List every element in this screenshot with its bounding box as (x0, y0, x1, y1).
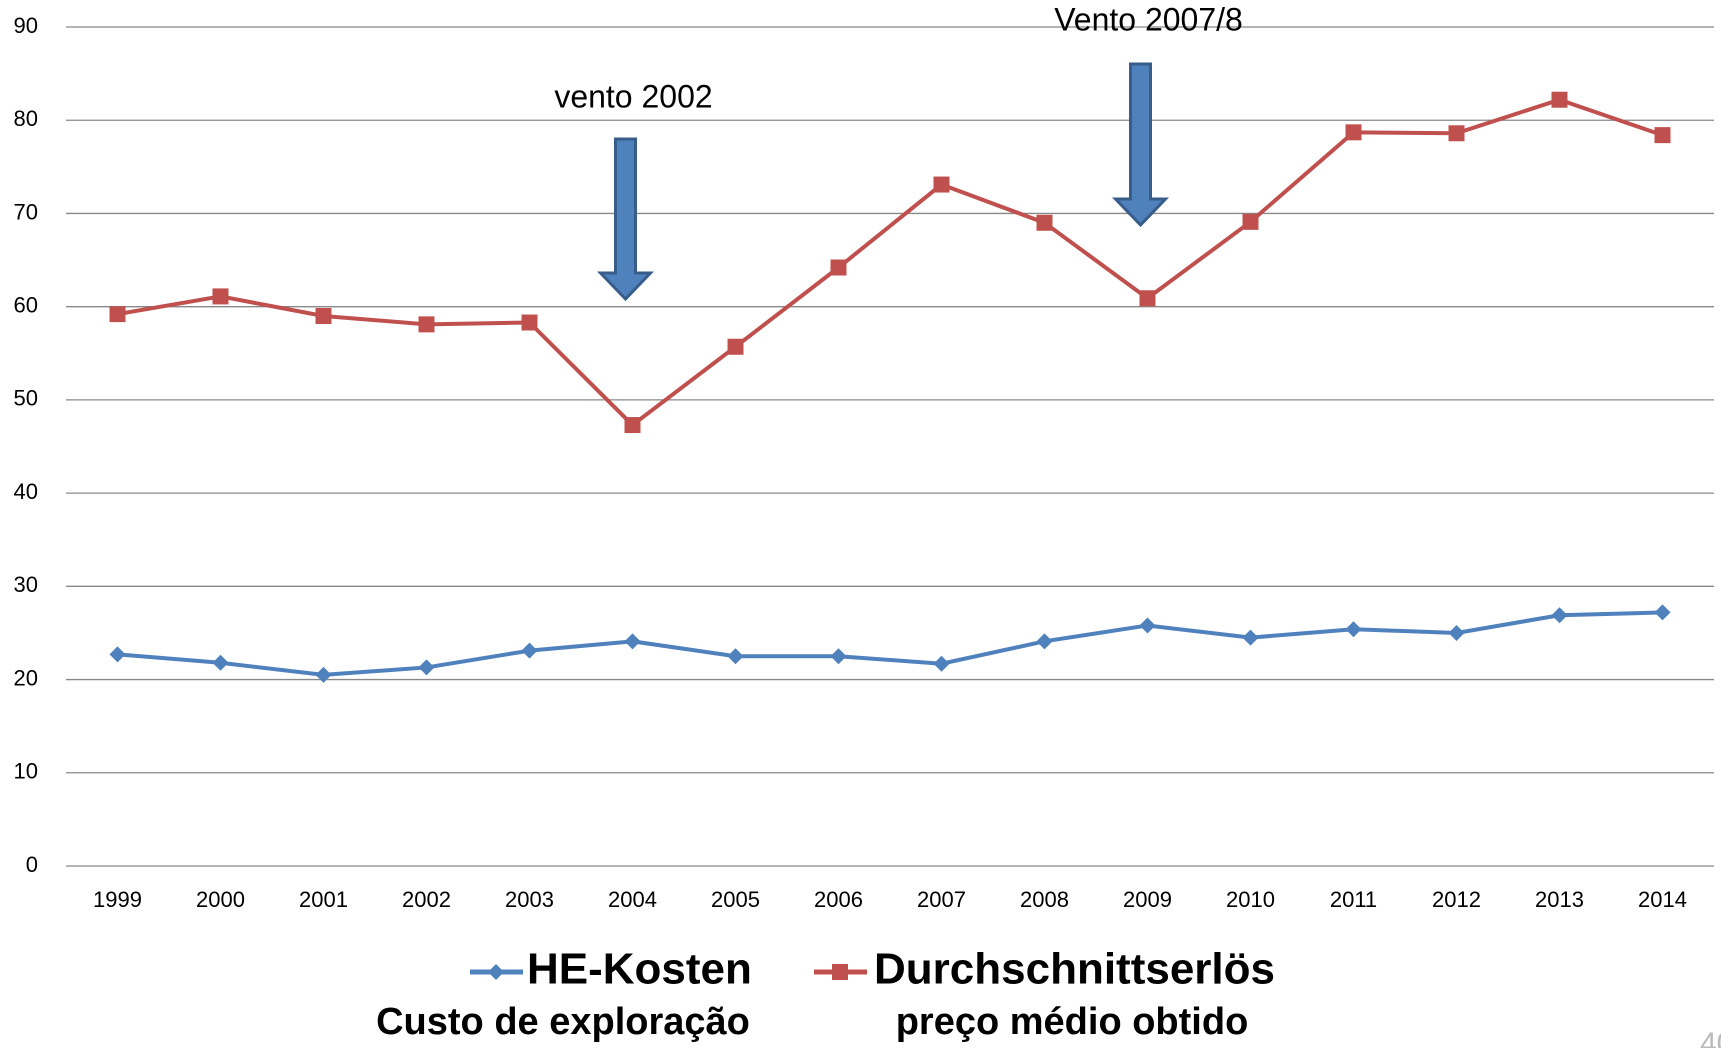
y-tick-label: 10 (14, 759, 38, 784)
marker (1551, 91, 1568, 108)
legend-label: Durchschnittserlös (874, 945, 1275, 994)
y-tick-label: 20 (14, 665, 38, 690)
x-tick-label: 1999 (93, 887, 142, 912)
marker (418, 316, 435, 333)
marker (1139, 617, 1156, 634)
annotation: Vento 2007/8 (1054, 1, 1243, 37)
x-tick-label: 2000 (196, 887, 245, 912)
x-tick-label: 2011 (1330, 887, 1377, 912)
marker (1139, 290, 1156, 307)
marker (1242, 629, 1259, 646)
marker (1551, 607, 1568, 624)
x-tick-label: 2006 (814, 887, 863, 912)
x-tick-label: 2003 (505, 887, 554, 912)
marker (488, 964, 504, 980)
marker (933, 655, 950, 672)
marker (624, 633, 641, 650)
x-tick-label: 2005 (711, 887, 760, 912)
y-tick-label: 80 (14, 106, 38, 131)
marker (521, 314, 538, 331)
x-tick-label: 2013 (1535, 887, 1584, 912)
marker (624, 417, 641, 434)
marker (109, 646, 126, 663)
marker (1345, 124, 1362, 141)
marker (933, 176, 950, 193)
x-tick-label: 2012 (1432, 887, 1481, 912)
marker (315, 666, 332, 683)
y-tick-label: 0 (26, 852, 38, 877)
x-tick-label: 2004 (608, 887, 657, 912)
x-tick-label: 2014 (1638, 887, 1687, 912)
x-tick-label: 2002 (402, 887, 451, 912)
y-tick-label: 40 (14, 479, 38, 504)
x-tick-label: 2010 (1226, 887, 1275, 912)
marker (1448, 125, 1465, 142)
y-tick-label: 90 (14, 13, 38, 38)
x-tick-label: 2008 (1020, 887, 1069, 912)
marker (109, 306, 126, 323)
annotation-arrow (1111, 62, 1170, 228)
marker (1654, 127, 1671, 144)
annotation: vento 2002 (554, 78, 712, 114)
page-number: 40 (1700, 1027, 1721, 1048)
marker (830, 259, 847, 276)
marker (727, 338, 744, 355)
legend-sublabel: Custo de exploração (376, 1001, 750, 1043)
y-tick-label: 70 (14, 199, 38, 224)
x-tick-label: 2009 (1123, 887, 1172, 912)
series-line (117, 97, 1664, 428)
legend-label: HE-Kosten (527, 945, 752, 994)
annotation-arrow (596, 137, 655, 302)
marker (1242, 213, 1259, 230)
legend-sublabel: preço médio obtido (896, 1001, 1249, 1043)
marker (315, 307, 332, 324)
y-tick-label: 30 (14, 572, 38, 597)
x-tick-label: 2001 (299, 887, 348, 912)
series-line (117, 610, 1663, 677)
marker (830, 648, 847, 665)
y-tick-label: 60 (14, 292, 38, 317)
marker (418, 659, 435, 676)
marker (832, 964, 848, 980)
marker (1036, 214, 1053, 231)
marker (1345, 621, 1362, 638)
marker (521, 642, 538, 659)
marker (1036, 633, 1053, 650)
marker (1654, 604, 1671, 621)
x-tick-label: 2007 (917, 887, 966, 912)
marker (212, 654, 229, 671)
y-tick-label: 50 (14, 386, 38, 411)
marker (1448, 624, 1465, 641)
marker (212, 288, 229, 305)
marker (727, 648, 744, 665)
